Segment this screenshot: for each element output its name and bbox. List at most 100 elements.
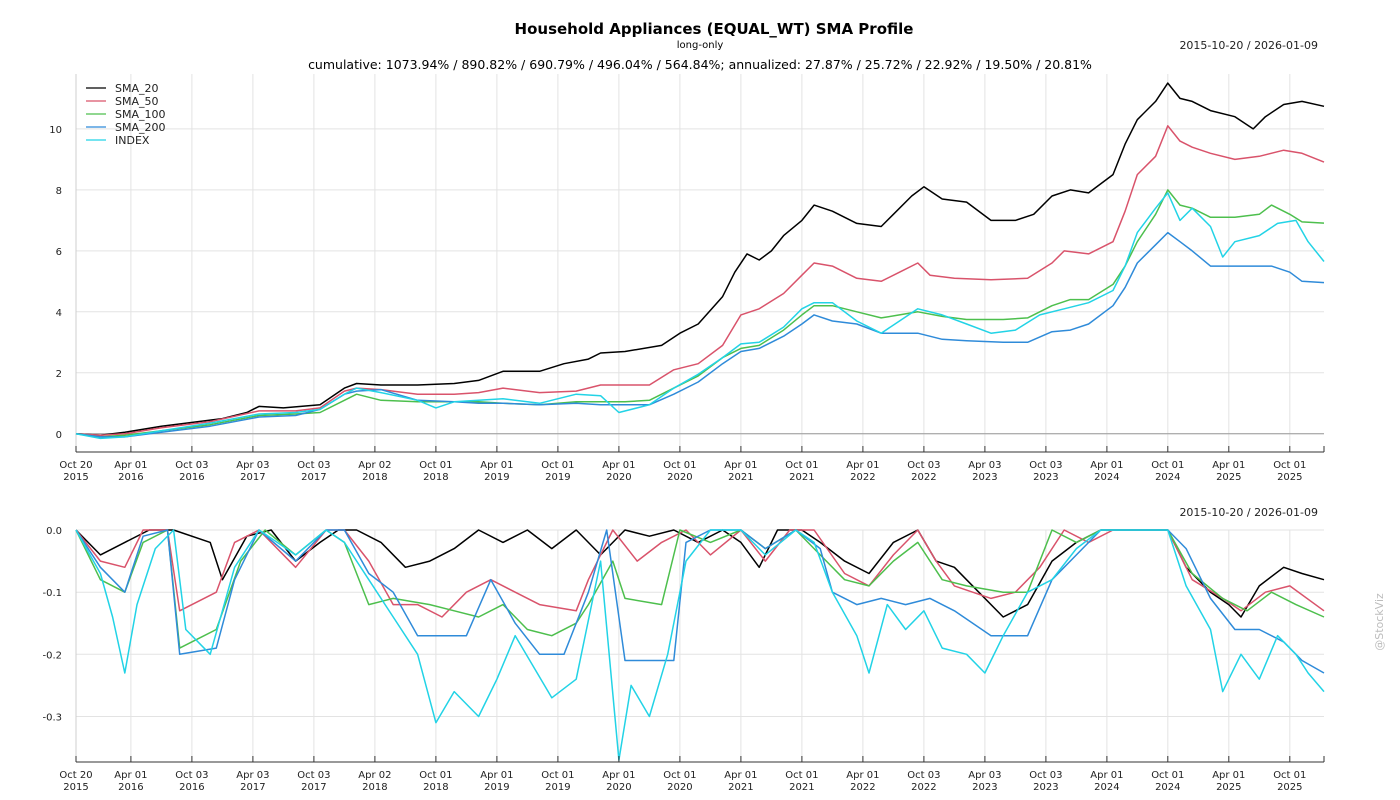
y-tick-label: 0 xyxy=(56,430,62,441)
x-tick-label: Apr 01 xyxy=(602,770,635,781)
cumulative-series-sma-200 xyxy=(75,231,1325,438)
x-tick-label: Apr 01 xyxy=(1090,770,1123,781)
legend-label: INDEX xyxy=(115,134,150,147)
x-tick-label: Apr 03 xyxy=(968,770,1001,781)
stats-line: cumulative: 1073.94% / 890.82% / 690.79%… xyxy=(308,57,1092,72)
cumulative-series-sma-50 xyxy=(75,125,1325,437)
x-tick-label: Oct 01 xyxy=(1273,770,1306,781)
x-tick-label: Oct 20 xyxy=(59,770,92,781)
x-tick-year: 2018 xyxy=(362,782,387,793)
x-tick-year: 2016 xyxy=(118,782,143,793)
y-tick-label: -0.2 xyxy=(42,650,62,661)
x-tick-label: Apr 01 xyxy=(846,460,879,471)
x-tick-year: 2022 xyxy=(911,782,936,793)
x-tick-year: 2022 xyxy=(850,472,875,483)
x-tick-year: 2016 xyxy=(179,472,204,483)
x-tick-year: 2021 xyxy=(789,472,814,483)
drawdown-series-sma-100 xyxy=(75,529,1325,649)
cumulative-series-index xyxy=(75,192,1325,440)
chart-subtitle: long-only xyxy=(677,40,724,51)
y-tick-label: 2 xyxy=(56,369,62,380)
x-tick-label: Oct 01 xyxy=(1151,770,1184,781)
x-tick-year: 2024 xyxy=(1094,472,1119,483)
watermark: @StockViz xyxy=(1373,593,1386,651)
x-tick-year: 2017 xyxy=(240,782,265,793)
x-tick-label: Oct 01 xyxy=(541,770,574,781)
x-tick-label: Oct 01 xyxy=(541,460,574,471)
x-tick-year: 2016 xyxy=(118,472,143,483)
x-tick-year: 2023 xyxy=(972,782,997,793)
x-tick-year: 2021 xyxy=(728,782,753,793)
x-tick-label: Oct 01 xyxy=(419,460,452,471)
x-tick-label: Oct 01 xyxy=(1273,460,1306,471)
x-tick-label: Oct 03 xyxy=(1029,770,1062,781)
y-tick-label: -0.1 xyxy=(42,588,62,599)
legend-label: SMA_20 xyxy=(115,82,159,95)
x-tick-year: 2019 xyxy=(545,782,570,793)
x-tick-year: 2023 xyxy=(1033,472,1058,483)
chart-title: Household Appliances (EQUAL_WT) SMA Prof… xyxy=(515,20,914,38)
y-tick-label: 10 xyxy=(49,125,62,136)
x-tick-label: Apr 01 xyxy=(480,460,513,471)
x-tick-label: Apr 03 xyxy=(236,770,269,781)
x-tick-year: 2022 xyxy=(911,472,936,483)
y-tick-label: 0.0 xyxy=(46,526,62,537)
y-tick-label: 6 xyxy=(56,247,62,258)
x-tick-label: Oct 03 xyxy=(297,460,330,471)
legend-label: SMA_100 xyxy=(115,108,166,121)
x-tick-label: Oct 03 xyxy=(1029,460,1062,471)
cumulative-series-sma-100 xyxy=(75,189,1325,438)
x-tick-label: Oct 01 xyxy=(663,770,696,781)
x-tick-label: Apr 03 xyxy=(968,460,1001,471)
x-tick-year: 2021 xyxy=(789,782,814,793)
cumulative-series-sma-20 xyxy=(75,82,1325,437)
x-tick-year: 2018 xyxy=(423,782,448,793)
x-tick-label: Oct 20 xyxy=(59,460,92,471)
x-tick-label: Oct 03 xyxy=(175,460,208,471)
x-tick-year: 2017 xyxy=(240,472,265,483)
x-tick-label: Oct 03 xyxy=(907,770,940,781)
x-tick-year: 2020 xyxy=(667,472,692,483)
x-tick-year: 2020 xyxy=(606,782,631,793)
x-tick-year: 2023 xyxy=(972,472,997,483)
x-tick-year: 2019 xyxy=(545,472,570,483)
x-tick-label: Oct 03 xyxy=(175,770,208,781)
x-tick-label: Apr 01 xyxy=(1212,460,1245,471)
x-tick-label: Apr 01 xyxy=(480,770,513,781)
drawdown-series-sma-200 xyxy=(75,529,1325,674)
legend-label: SMA_200 xyxy=(115,121,166,134)
x-tick-label: Apr 01 xyxy=(724,460,757,471)
x-tick-label: Apr 01 xyxy=(114,770,147,781)
x-tick-label: Oct 01 xyxy=(785,460,818,471)
x-tick-label: Apr 01 xyxy=(1090,460,1123,471)
x-tick-label: Oct 01 xyxy=(785,770,818,781)
x-tick-label: Apr 01 xyxy=(114,460,147,471)
x-tick-year: 2016 xyxy=(179,782,204,793)
x-tick-year: 2018 xyxy=(362,472,387,483)
x-tick-label: Apr 01 xyxy=(1212,770,1245,781)
legend-label: SMA_50 xyxy=(115,95,159,108)
x-tick-year: 2024 xyxy=(1094,782,1119,793)
date-range-top: 2015-10-20 / 2026-01-09 xyxy=(1179,39,1318,52)
x-tick-year: 2024 xyxy=(1155,782,1180,793)
x-tick-year: 2018 xyxy=(423,472,448,483)
x-tick-label: Oct 01 xyxy=(1151,460,1184,471)
x-tick-label: Oct 01 xyxy=(419,770,452,781)
x-tick-label: Apr 01 xyxy=(724,770,757,781)
x-tick-year: 2025 xyxy=(1277,472,1302,483)
y-tick-label: 4 xyxy=(56,308,62,319)
x-tick-year: 2015 xyxy=(63,472,88,483)
x-tick-year: 2024 xyxy=(1155,472,1180,483)
x-tick-year: 2025 xyxy=(1216,782,1241,793)
drawdown-series-index xyxy=(75,529,1325,761)
x-tick-label: Apr 02 xyxy=(358,460,391,471)
x-tick-year: 2022 xyxy=(850,782,875,793)
date-range-bottom: 2015-10-20 / 2026-01-09 xyxy=(1179,506,1318,519)
x-tick-year: 2019 xyxy=(484,782,509,793)
x-tick-label: Apr 01 xyxy=(602,460,635,471)
y-tick-label: 8 xyxy=(56,186,62,197)
